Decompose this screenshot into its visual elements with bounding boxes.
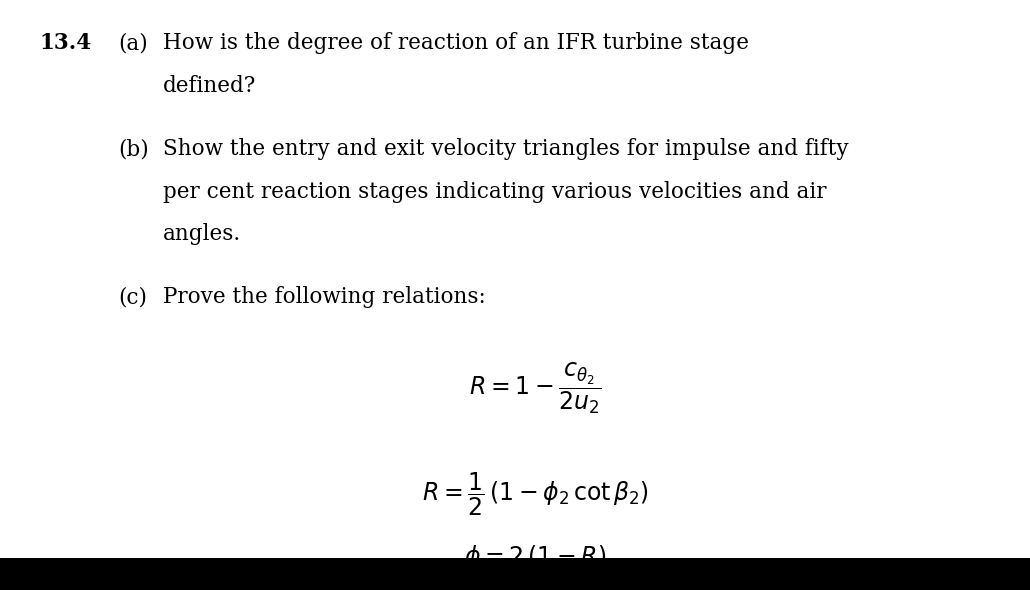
Text: (b): (b) — [118, 138, 149, 160]
Text: angles.: angles. — [163, 223, 241, 245]
Text: $R = \dfrac{1}{2}\,(1 - \phi_2\,\mathrm{cot}\,\beta_2)$: $R = \dfrac{1}{2}\,(1 - \phi_2\,\mathrm{… — [422, 471, 649, 519]
Text: $\phi = 2\,(1 - R)$: $\phi = 2\,(1 - R)$ — [465, 543, 607, 571]
Text: (a): (a) — [118, 32, 148, 54]
Text: $R = 1 - \dfrac{c_{\theta_2}}{2u_2}$: $R = 1 - \dfrac{c_{\theta_2}}{2u_2}$ — [470, 361, 602, 416]
Text: 13.4: 13.4 — [39, 32, 92, 54]
Text: How is the degree of reaction of an IFR turbine stage: How is the degree of reaction of an IFR … — [163, 32, 749, 54]
Text: Show the entry and exit velocity triangles for impulse and fifty: Show the entry and exit velocity triangl… — [163, 138, 849, 160]
Text: (c): (c) — [118, 286, 147, 308]
Bar — [0, 558, 1030, 590]
Text: per cent reaction stages indicating various velocities and air: per cent reaction stages indicating vari… — [163, 181, 826, 202]
Text: defined?: defined? — [163, 75, 256, 97]
Text: Prove the following relations:: Prove the following relations: — [163, 286, 485, 308]
